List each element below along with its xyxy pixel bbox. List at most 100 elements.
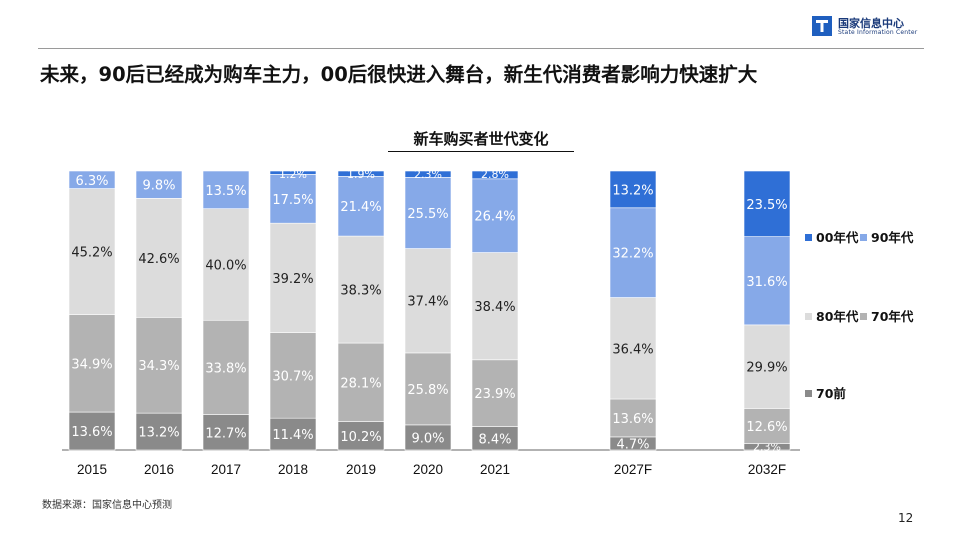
bar-segment-2017-90年代	[202, 170, 250, 209]
bar-segment-2021-70年代	[471, 359, 519, 427]
bar-segment-2027F-90年代	[609, 207, 657, 298]
data-label-2020-80年代: 37.4%	[407, 295, 448, 310]
data-label-2016-80年代: 42.6%	[138, 252, 179, 267]
page-title: 未来，90后已经成为购车主力，00后很快进入舞台，新生代消费者影响力快速扩大	[40, 63, 758, 86]
data-label-2019-70前: 10.2%	[340, 430, 381, 445]
data-label-2020-90年代: 25.5%	[407, 207, 448, 222]
data-label-2021-00年代: 2.8%	[481, 168, 509, 181]
data-label-2018-70年代: 30.7%	[272, 369, 313, 384]
data-label-2017-90年代: 13.5%	[205, 184, 246, 199]
data-label-2016-90年代: 9.8%	[142, 179, 175, 194]
legend-label-80年代: 80年代	[816, 309, 859, 324]
x-tick-label-2021: 2021	[480, 462, 510, 477]
data-label-2021-70前: 8.4%	[478, 432, 511, 447]
data-label-2021-80年代: 38.4%	[474, 300, 515, 315]
data-label-2018-80年代: 39.2%	[272, 272, 313, 287]
x-tick-label-2017: 2017	[211, 462, 241, 477]
bar-segment-2016-70前	[135, 412, 183, 451]
bar-segment-2019-70年代	[337, 342, 385, 422]
x-tick-label-2016: 2016	[144, 462, 174, 477]
data-label-2019-80年代: 38.3%	[340, 284, 381, 299]
bar-segment-2021-00年代	[471, 170, 519, 180]
legend-label-70年代: 70年代	[871, 309, 914, 324]
data-label-2032F-00年代: 23.5%	[746, 198, 787, 213]
data-label-2027F-70年代: 13.6%	[612, 412, 653, 427]
data-label-2016-70年代: 34.3%	[138, 359, 179, 374]
data-label-2015-80年代: 45.2%	[71, 246, 112, 261]
logo-english-name: State Information Center	[838, 29, 918, 36]
bar-segment-2032F-80年代	[743, 324, 791, 409]
bar-segment-2020-70年代	[404, 352, 452, 426]
data-label-2027F-80年代: 36.4%	[612, 342, 653, 357]
data-label-2020-00年代: 2.3%	[414, 168, 442, 181]
bar-segment-2018-70前	[269, 417, 317, 451]
data-label-2015-70年代: 34.9%	[71, 357, 112, 372]
legend-label-90年代: 90年代	[871, 230, 914, 245]
data-label-2017-80年代: 40.0%	[205, 258, 246, 273]
data-label-2018-00年代: 1.2%	[279, 168, 307, 181]
bar-segment-2017-80年代	[202, 208, 250, 321]
bar-segment-2018-00年代	[269, 170, 317, 175]
bar-segment-2032F-00年代	[743, 170, 791, 237]
legend-swatch-70年代	[860, 313, 867, 320]
data-label-2015-90年代: 6.3%	[75, 174, 108, 189]
logo-icon	[812, 16, 832, 36]
bar-segment-2018-80年代	[269, 222, 317, 333]
legend-swatch-90年代	[860, 234, 867, 241]
bar-segment-2027F-00年代	[609, 170, 657, 209]
x-tick-label-2020: 2020	[413, 462, 443, 477]
bar-segment-2020-80年代	[404, 248, 452, 354]
legend-swatch-80年代	[805, 313, 812, 320]
data-label-2027F-70前: 4.7%	[616, 437, 649, 452]
x-tick-label-2018: 2018	[278, 462, 308, 477]
data-label-2018-70前: 11.4%	[272, 428, 313, 443]
bar-segment-2016-70年代	[135, 317, 183, 414]
bar-segment-2032F-70年代	[743, 408, 791, 444]
bar-segment-2017-70年代	[202, 319, 250, 415]
x-tick-label-2032F: 2032F	[748, 462, 786, 477]
bar-segment-2020-00年代	[404, 170, 452, 178]
title-divider	[38, 48, 924, 49]
data-label-2017-70前: 12.7%	[205, 426, 246, 441]
legend-swatch-00年代	[805, 234, 812, 241]
bar-segment-2017-70前	[202, 414, 250, 451]
data-label-2032F-90年代: 31.6%	[746, 275, 787, 290]
legend-label-70前: 70前	[816, 386, 846, 401]
x-tick-label-2015: 2015	[77, 462, 107, 477]
logo-name: 国家信息中心	[838, 17, 904, 30]
x-tick-label-2027F: 2027F	[614, 462, 652, 477]
bar-segment-2027F-80年代	[609, 297, 657, 400]
data-label-2020-70年代: 25.8%	[407, 383, 448, 398]
bar-segment-2020-90年代	[404, 177, 452, 249]
page-number: 12	[898, 511, 914, 525]
data-label-2017-70年代: 33.8%	[205, 361, 246, 376]
bar-segment-2016-90年代	[135, 170, 183, 199]
bar-segment-2019-90年代	[337, 176, 385, 237]
data-label-2019-90年代: 21.4%	[340, 200, 381, 215]
data-label-2019-00年代: 1.9%	[347, 168, 375, 181]
bar-segment-2020-70前	[404, 424, 452, 451]
bar-segment-2015-70前	[68, 411, 116, 451]
data-label-2019-70年代: 28.1%	[340, 376, 381, 391]
data-label-2021-70年代: 23.9%	[474, 387, 515, 402]
data-label-2015-70前: 13.6%	[71, 425, 112, 440]
x-tick-label-2019: 2019	[346, 462, 376, 477]
state-information-center-logo: 国家信息中心 State Information Center	[812, 14, 932, 40]
legend-swatch-70前	[805, 390, 812, 397]
legend-label-00年代: 00年代	[816, 230, 859, 245]
data-label-2027F-00年代: 13.2%	[612, 183, 653, 198]
bar-segment-2027F-70年代	[609, 398, 657, 438]
data-source-note: 数据来源：国家信息中心预测	[42, 500, 172, 511]
data-label-2032F-70年代: 12.6%	[746, 420, 787, 435]
bar-segment-2019-00年代	[337, 170, 385, 177]
data-label-2018-90年代: 17.5%	[272, 193, 313, 208]
bar-segment-2021-80年代	[471, 252, 519, 361]
bar-segment-2019-80年代	[337, 235, 385, 344]
bar-segment-2019-70前	[337, 421, 385, 451]
data-label-2016-70前: 13.2%	[138, 426, 179, 441]
data-label-2027F-90年代: 32.2%	[612, 247, 653, 262]
chart-title: 新车购买者世代变化	[388, 128, 574, 152]
bar-segment-2015-90年代	[68, 170, 116, 189]
data-label-2020-70前: 9.0%	[411, 431, 444, 446]
